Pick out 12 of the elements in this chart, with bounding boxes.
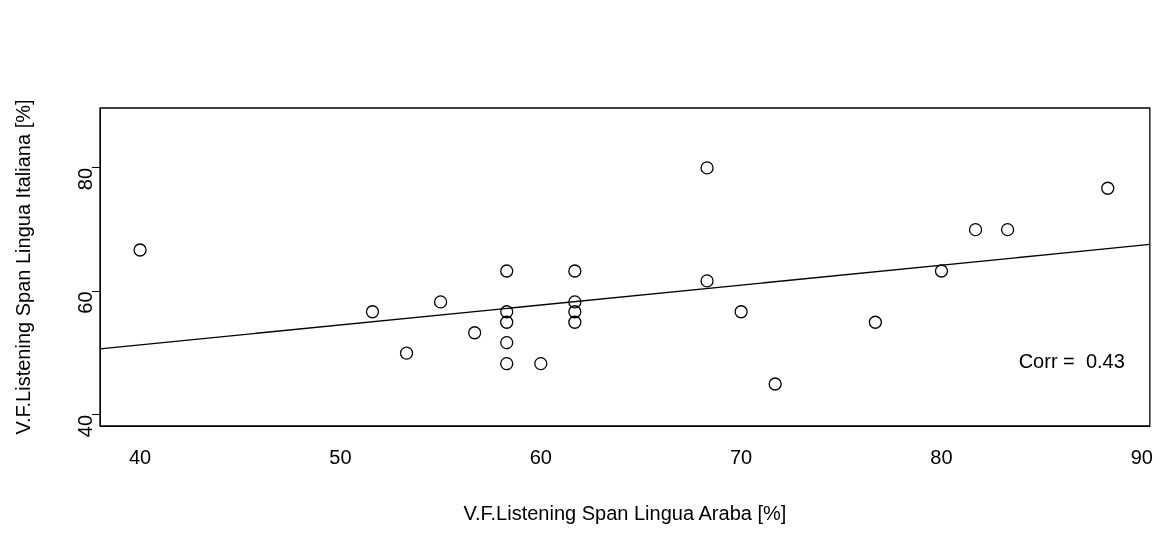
x-tick-label: 70 — [729, 445, 753, 468]
x-tick-label: 80 — [930, 445, 953, 468]
annotation: Corr = 0.43 — [1018, 349, 1125, 372]
x-tick-label: 60 — [529, 445, 552, 468]
y-tick-label: 80 — [73, 167, 96, 191]
x-tick-label: 90 — [1130, 445, 1153, 468]
x-tick-label: 40 — [128, 445, 152, 468]
y-tick-label: 60 — [73, 291, 96, 314]
y-axis-title: V.F.Listening Span Lingua Italiana [%] — [11, 99, 34, 435]
y-tick-label: 40 — [73, 414, 96, 438]
x-axis-title: V.F.Listening Span Lingua Araba [%] — [463, 501, 787, 524]
x-tick-label: 50 — [329, 445, 352, 468]
